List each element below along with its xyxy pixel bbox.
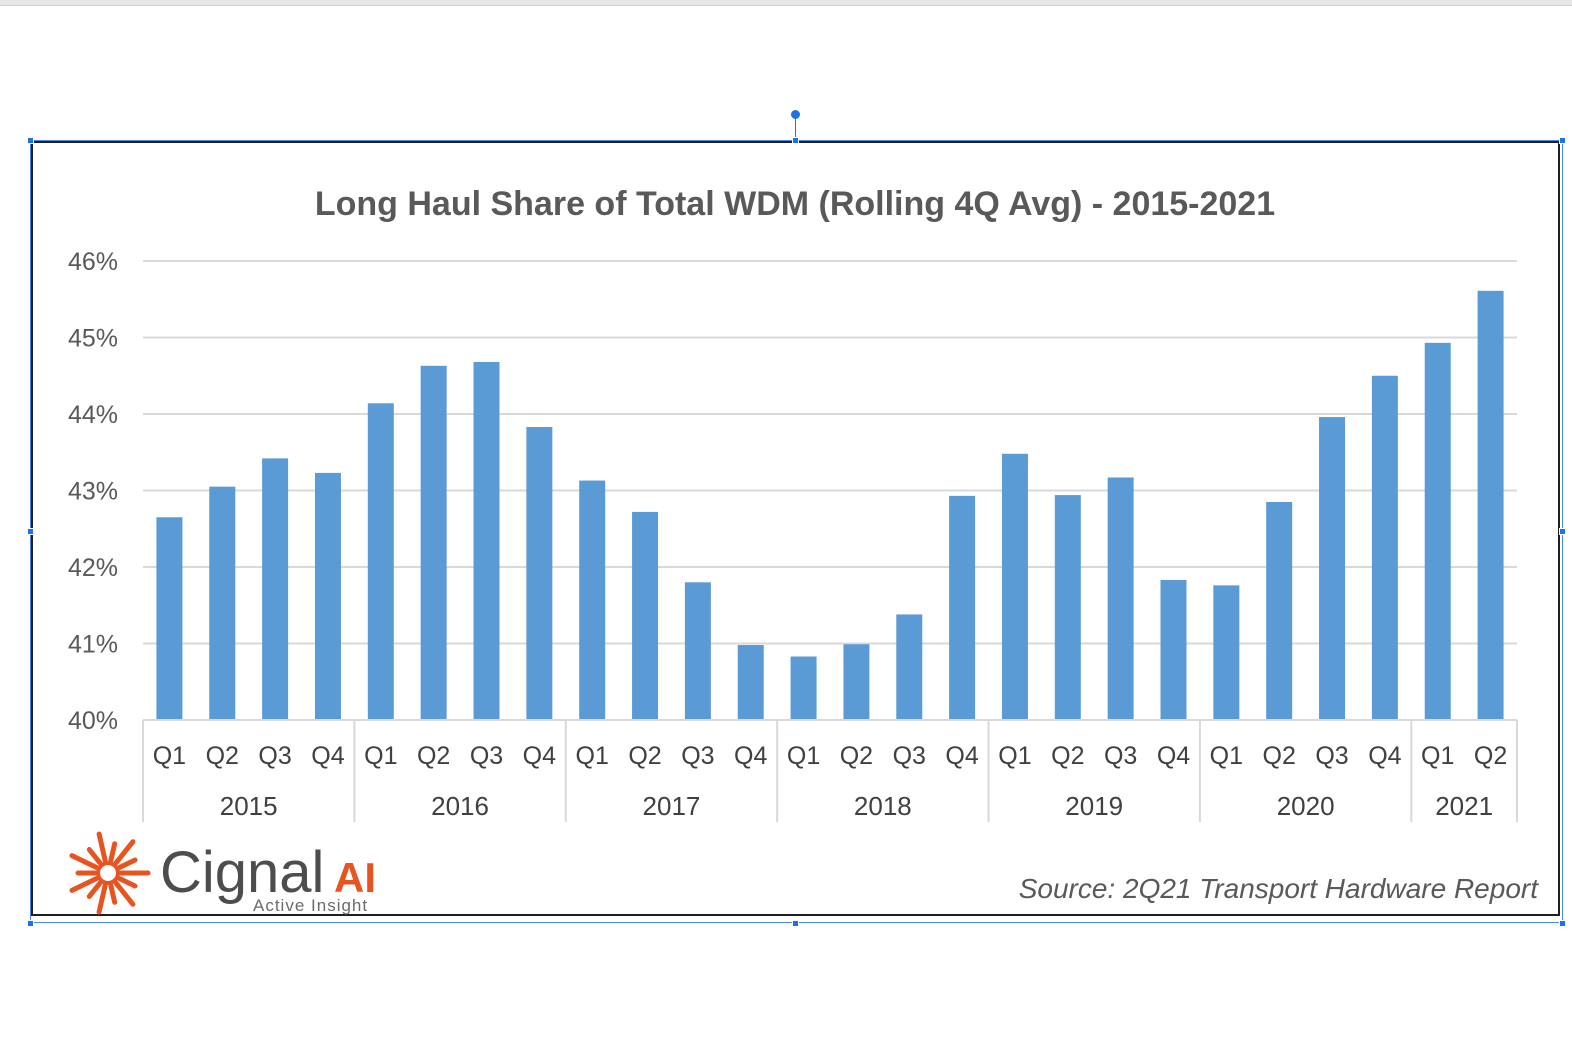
bar: [314, 472, 341, 720]
bar: [367, 403, 394, 720]
resize-handle-top[interactable]: [792, 137, 799, 144]
chart-title: Long Haul Share of Total WDM (Rolling 4Q…: [315, 185, 1275, 223]
bar: [843, 644, 870, 720]
x-tick-label: Q2: [1474, 742, 1507, 770]
sunburst-ray: [108, 841, 118, 863]
x-tick-label: Q1: [153, 742, 186, 770]
x-tick-label: Q2: [1263, 742, 1296, 770]
year-group-label: 2019: [1065, 791, 1123, 821]
bar: [896, 614, 923, 720]
bar: [262, 458, 289, 720]
sunburst-ray: [117, 857, 138, 870]
bar: [949, 495, 976, 720]
resize-handle-bottom-right[interactable]: [1559, 920, 1566, 927]
rotate-connector: [795, 118, 796, 140]
bar: [526, 427, 553, 720]
year-group-label: 2017: [643, 791, 701, 821]
x-tick-label: Q4: [311, 742, 344, 770]
x-tick-label: Q1: [364, 742, 397, 770]
x-tick-label: Q4: [734, 742, 767, 770]
year-group-label: 2016: [431, 791, 489, 821]
y-tick-label: 46%: [68, 248, 118, 276]
x-tick-label: Q2: [417, 742, 450, 770]
y-tick-label: 44%: [68, 401, 118, 429]
sunburst-ray: [86, 847, 103, 866]
bar: [737, 645, 764, 720]
year-group-label: 2018: [854, 791, 912, 821]
x-tick-label: Q3: [258, 742, 291, 770]
bar: [156, 517, 183, 720]
x-tick-label: Q1: [998, 742, 1031, 770]
bar: [579, 480, 606, 720]
bar: [1107, 477, 1134, 720]
bar: [1160, 580, 1187, 720]
resize-handle-bottom[interactable]: [792, 920, 799, 927]
rotate-handle[interactable]: [791, 110, 800, 119]
logo-tagline: Active Insight: [253, 896, 368, 915]
top-divider: [0, 0, 1572, 6]
sunburst-ray: [69, 876, 99, 893]
y-tick-label: 43%: [68, 478, 118, 506]
sunburst-ray: [86, 880, 103, 899]
cignal-ai-logo: Cignal AI Active Insight: [69, 831, 376, 915]
bar: [1371, 375, 1398, 720]
resize-handle-bottom-left[interactable]: [27, 920, 34, 927]
year-group-label: 2015: [220, 791, 278, 821]
resize-handle-top-left[interactable]: [27, 137, 34, 144]
bar: [1424, 342, 1451, 720]
y-tick-label: 42%: [68, 554, 118, 582]
x-tick-label: Q4: [1157, 742, 1190, 770]
x-tick-label: Q2: [206, 742, 239, 770]
y-tick-label: 40%: [68, 707, 118, 735]
logo-brand: Cignal: [160, 840, 324, 905]
x-tick-label: Q1: [576, 742, 609, 770]
resize-handle-left[interactable]: [27, 528, 34, 535]
year-group-label: 2020: [1277, 791, 1335, 821]
bar: [1213, 585, 1240, 720]
x-tick-label: Q3: [893, 742, 926, 770]
resize-handle-top-right[interactable]: [1559, 137, 1566, 144]
resize-handle-right[interactable]: [1559, 528, 1566, 535]
y-tick-label: 45%: [68, 325, 118, 353]
x-tick-label: Q1: [787, 742, 820, 770]
year-group-label: 2021: [1435, 791, 1493, 821]
source-note: Source: 2Q21 Transport Hardware Report: [1019, 873, 1539, 904]
sunburst-core: [96, 861, 120, 885]
x-tick-label: Q2: [1051, 742, 1084, 770]
bar: [1477, 290, 1504, 720]
sunburst-ray: [96, 883, 108, 915]
bar: [684, 582, 711, 720]
sunburst-icon: [69, 831, 151, 915]
bar: [1266, 501, 1293, 720]
logo-brand-suffix: AI: [334, 854, 376, 901]
x-tick-label: Q2: [628, 742, 661, 770]
x-tick-label: Q3: [1315, 742, 1348, 770]
sunburst-ray: [69, 853, 99, 870]
bar: [473, 361, 500, 720]
sunburst-ray: [113, 839, 136, 866]
x-tick-label: Q4: [1368, 742, 1401, 770]
bar: [632, 511, 659, 720]
sunburst-ray: [108, 883, 118, 905]
x-tick-label: Q3: [1104, 742, 1137, 770]
sunburst-ray: [113, 880, 136, 907]
x-tick-label: Q2: [840, 742, 873, 770]
x-tick-label: Q4: [945, 742, 978, 770]
bar: [1054, 495, 1081, 720]
bar: [1001, 453, 1028, 720]
x-tick-label: Q3: [681, 742, 714, 770]
y-tick-label: 41%: [68, 631, 118, 659]
sunburst-ray: [96, 831, 108, 863]
sunburst-ray: [117, 876, 138, 889]
x-tick-label: Q1: [1210, 742, 1243, 770]
bar: [790, 656, 817, 720]
bar: [209, 486, 236, 720]
bar: [420, 365, 447, 720]
x-tick-label: Q3: [470, 742, 503, 770]
x-tick-label: Q4: [523, 742, 556, 770]
bar: [1319, 417, 1346, 720]
x-tick-label: Q1: [1421, 742, 1454, 770]
